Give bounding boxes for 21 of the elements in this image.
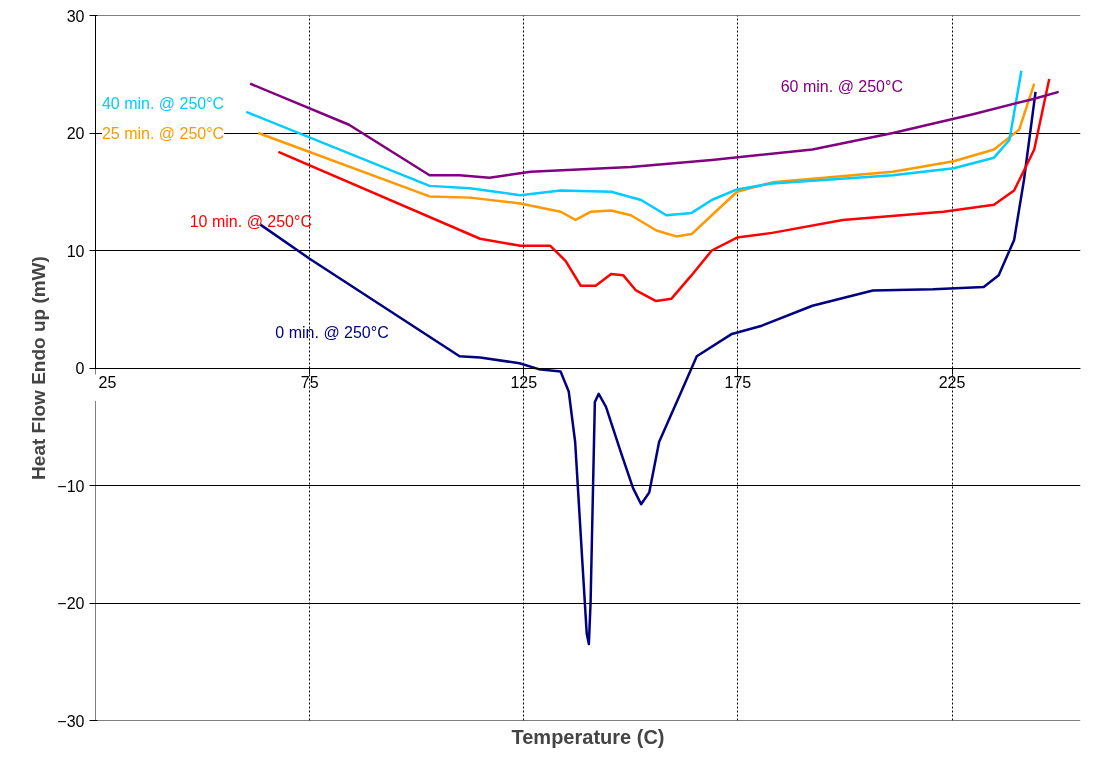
text: 60 min. @ 250°C bbox=[780, 77, 903, 95]
y-tick-label: −30 bbox=[57, 712, 85, 730]
line-series bbox=[248, 82, 1060, 179]
y-tick-label: 30 bbox=[66, 7, 85, 25]
x-tick-label: 75 bbox=[300, 374, 319, 391]
y-tick-label: 0 bbox=[75, 360, 85, 377]
x-tick-label: 25 bbox=[98, 374, 117, 391]
x-tick-label: 175 bbox=[724, 374, 752, 391]
y-tick-label: 20 bbox=[66, 125, 85, 142]
series-label: 40 min. @ 250°C bbox=[101, 95, 225, 113]
y-axis-title: Heat Flow Endo up (mW) bbox=[28, 256, 50, 480]
text: 10 min. @ 250°C bbox=[189, 212, 312, 230]
text: 25 min. @ 250°C bbox=[101, 124, 225, 142]
y-tick-label: 10 bbox=[66, 242, 85, 260]
line-series bbox=[245, 69, 1023, 217]
series-label: 0 min. @ 250°C bbox=[275, 324, 389, 342]
x-tick-label: 225 bbox=[938, 374, 966, 391]
y-tick-label: −20 bbox=[57, 595, 85, 612]
x-axis-title: Temperature (C) bbox=[511, 725, 665, 748]
x-tick-label: 125 bbox=[510, 374, 538, 391]
y-tick-label: −10 bbox=[57, 477, 85, 495]
